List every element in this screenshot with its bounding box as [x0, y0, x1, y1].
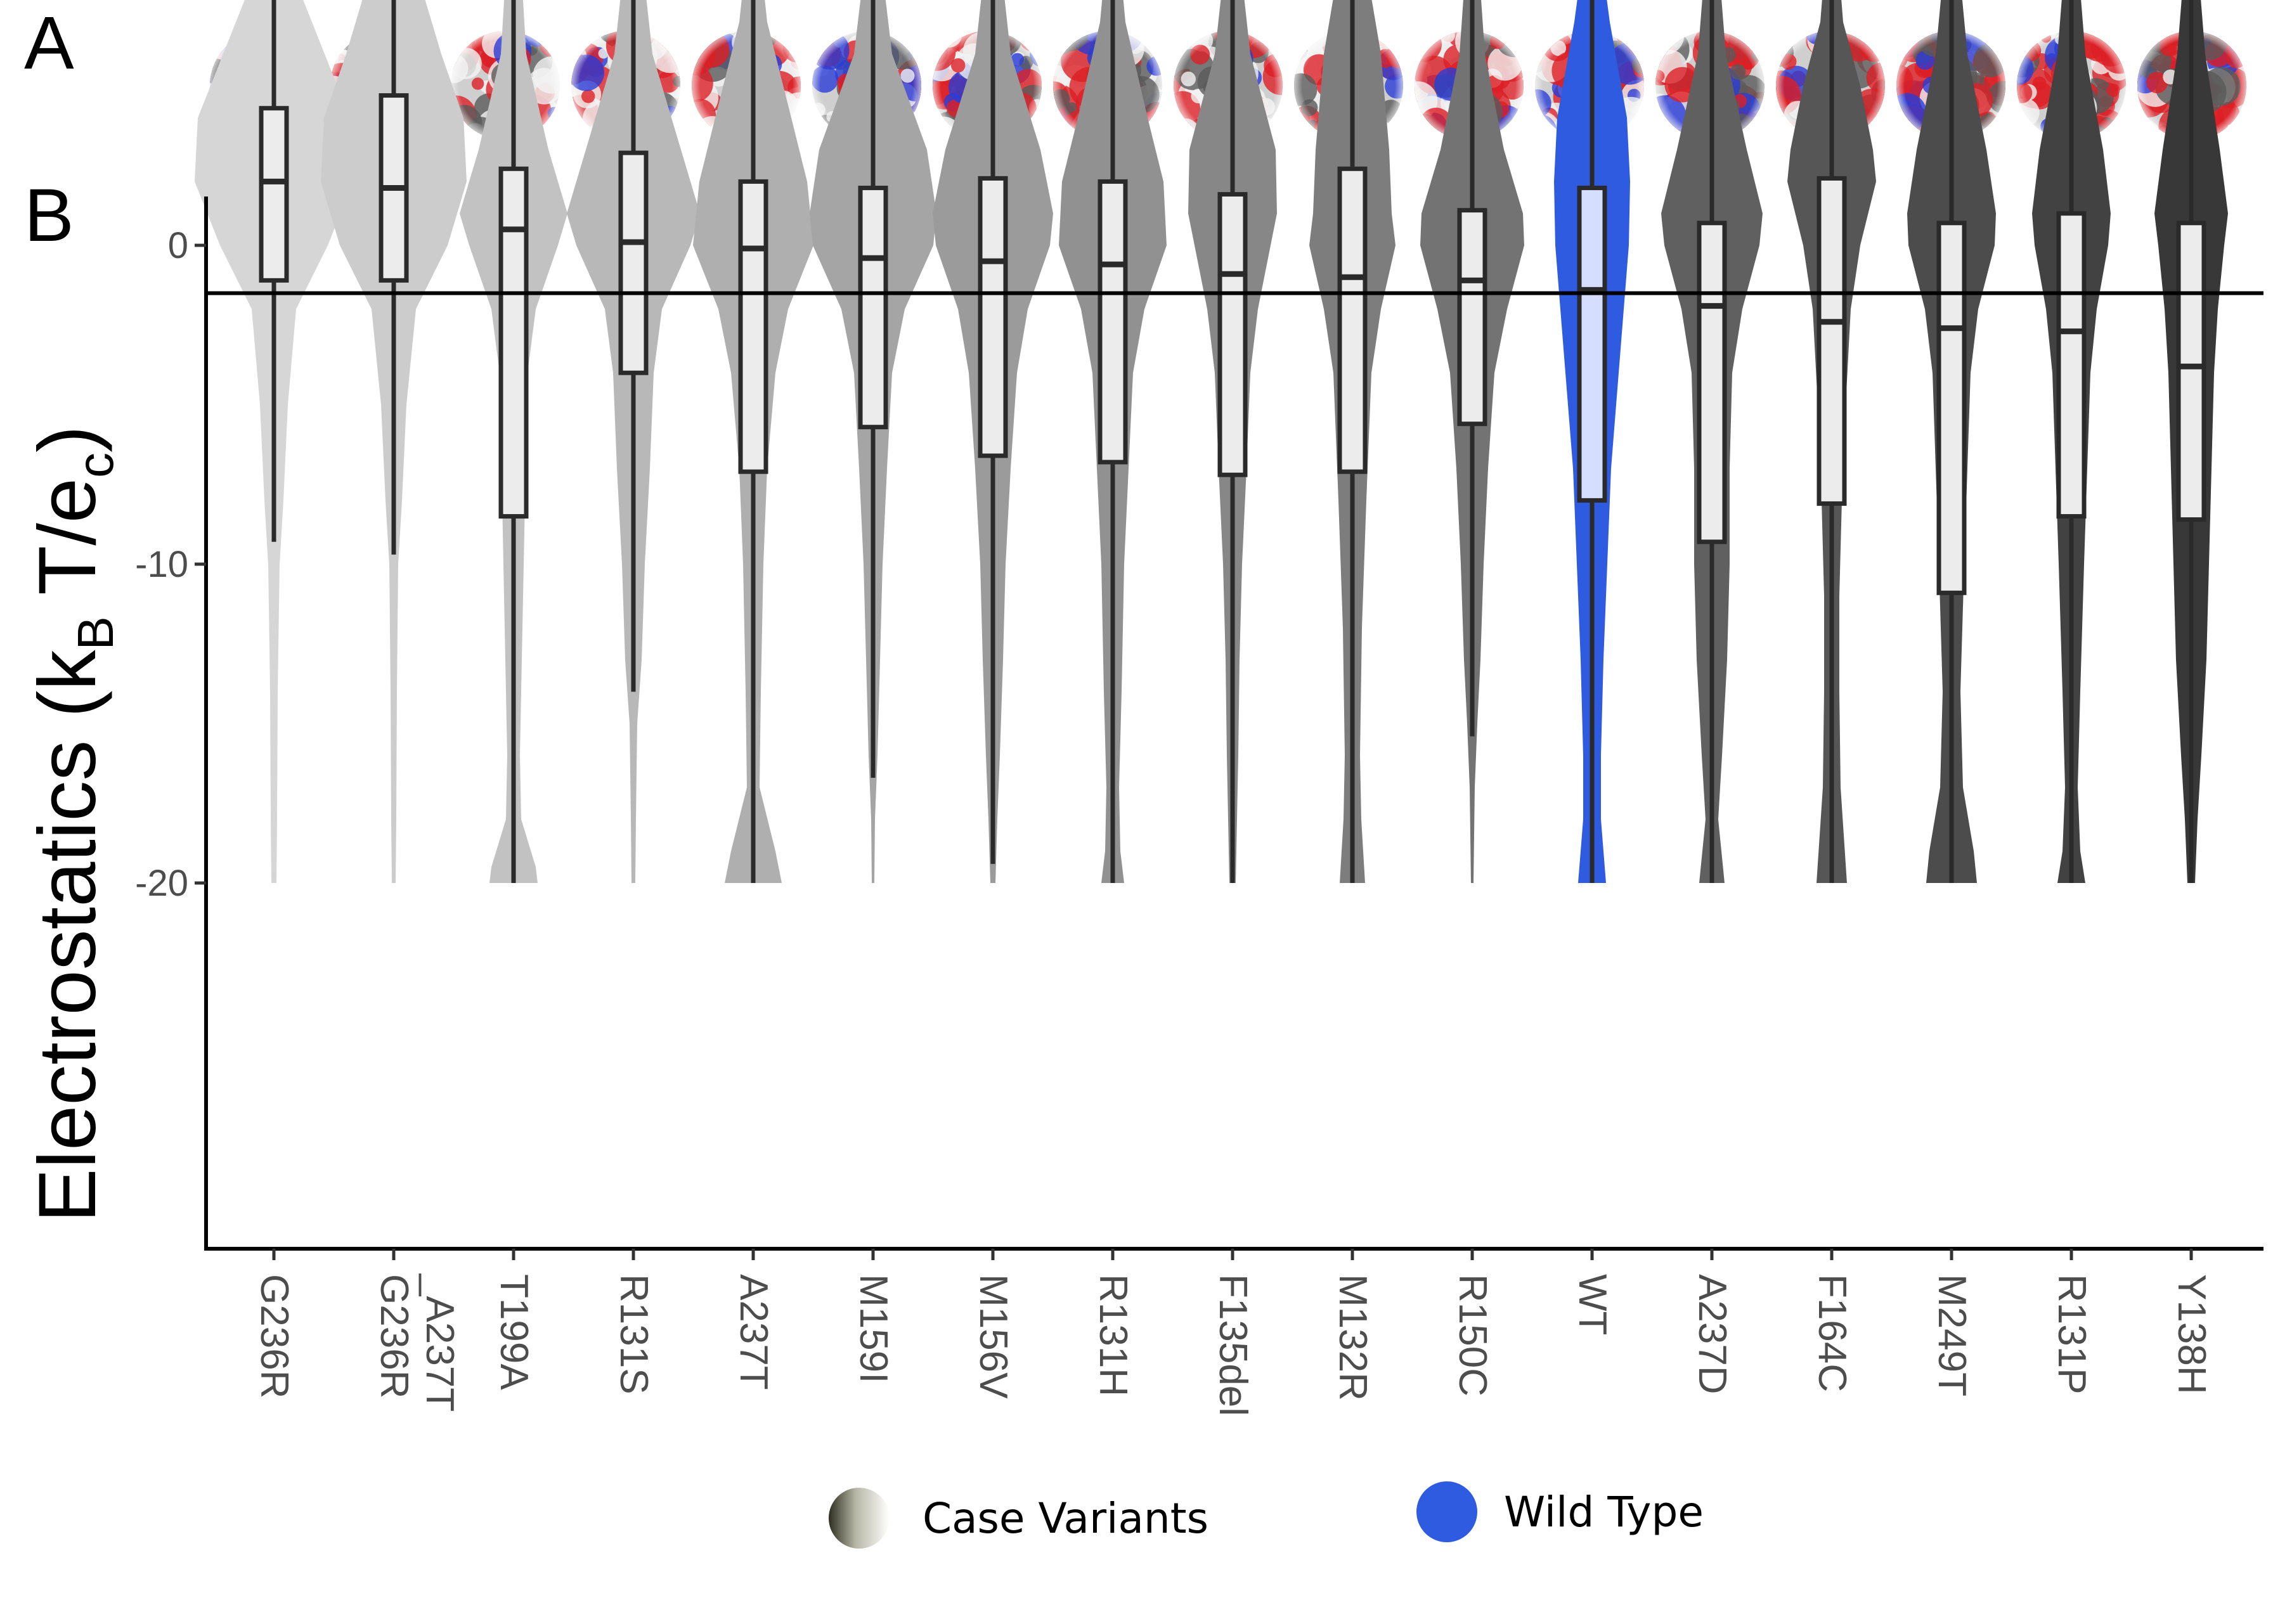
category-label-g236r-a237t-line2: _A237T [418, 1273, 462, 1412]
y-tick-label: -20 [135, 863, 188, 904]
y-axis-title-main: Electrostatics (k [22, 649, 113, 1222]
violin-group-y138h [2154, 0, 2228, 883]
violin-group-m156v [933, 0, 1053, 883]
category-label-r131s: R131S [612, 1274, 656, 1395]
y-axis-title-sub-b: B [67, 616, 124, 650]
category-label-f135del: F135del [1211, 1274, 1255, 1416]
violin-group-wt [1554, 0, 1630, 883]
box-m132r [1337, 166, 1368, 474]
category-label-r131h: R131H [1091, 1274, 1135, 1396]
box-a237t [738, 179, 768, 474]
box-y138h [2176, 221, 2206, 522]
violin-group-g236r-a237t [321, 0, 467, 883]
category-label-a237t: A237T [732, 1274, 775, 1390]
violin-group-a237t [693, 0, 813, 883]
violin-group-m132r [1309, 0, 1396, 883]
category-label-r150c: R150C [1451, 1274, 1494, 1396]
violin-series [195, 0, 2228, 883]
category-label-m132r: M132R [1331, 1274, 1375, 1401]
box-r131h [1098, 179, 1128, 465]
legend: Case Variants Wild Type [829, 1481, 1704, 1549]
category-label-y138h: Y138H [2170, 1274, 2213, 1395]
legend-swatch-case-variants [829, 1488, 890, 1549]
violin-group-r131h [1059, 0, 1167, 883]
legend-label-case-variants: Case Variants [923, 1494, 1208, 1543]
x-category-labels: G236R G236R _A237T T199A R131S A237T M159I M156… [252, 1249, 2213, 1416]
violin-group-m249t [1907, 0, 1996, 883]
y-axis-title-end: ) [22, 425, 113, 453]
y-tick-labels: 100-10-20 [135, 225, 206, 904]
box-wt [1577, 185, 1607, 503]
box-m156v [978, 176, 1008, 458]
violin-group-t199a [460, 0, 567, 883]
category-label-m249t: M249T [1930, 1274, 1974, 1396]
category-label-g236r: G236R [252, 1274, 296, 1398]
category-label-t199a: T199A [492, 1274, 536, 1390]
violin-group-g236r [195, 0, 353, 883]
category-label-r131p: R131P [2050, 1274, 2094, 1395]
panel-label-b: B [24, 174, 74, 257]
category-label-wt: WT [1570, 1274, 1614, 1335]
box-f135del [1217, 192, 1248, 477]
box-r131s [618, 150, 649, 375]
violin-group-r131s [567, 0, 700, 883]
violin-group-r131p [2032, 0, 2111, 883]
y-axis-title-sub-c: c [67, 453, 124, 478]
violin-group-f135del [1188, 0, 1277, 883]
category-label-g236r-a237t-line1: G236R [372, 1274, 416, 1398]
category-label-a237d: A237D [1690, 1274, 1734, 1395]
svg-text:Electrostatics (kB T/ec): Electrostatics (kB T/ec) [22, 425, 124, 1222]
box-r150c [1457, 208, 1487, 427]
y-axis-title: Electrostatics (kB T/ec) [22, 425, 124, 1222]
box-r131p [2056, 211, 2087, 519]
violin-group-r150c [1420, 0, 1524, 883]
category-label-m159i: M159I [852, 1274, 895, 1383]
legend-swatch-wild-type [1416, 1481, 1477, 1542]
y-tick-label: -10 [135, 544, 188, 585]
violin-group-m159i [810, 0, 936, 883]
violin-group-a237d [1661, 0, 1763, 883]
box-a237d [1697, 221, 1727, 545]
box-m249t [1936, 221, 1967, 595]
legend-label-wild-type: Wild Type [1504, 1488, 1704, 1537]
category-label-f164c: F164C [1810, 1274, 1854, 1392]
y-tick-label: 0 [168, 225, 188, 266]
panel-label-a: A [24, 1, 74, 85]
y-axis-title-mid: T/e [22, 478, 113, 616]
box-g236r [259, 106, 289, 283]
violin-group-f164c [1787, 0, 1876, 883]
box-t199a [498, 166, 529, 519]
category-label-m156v: M156V [971, 1274, 1015, 1399]
box-f164c [1816, 176, 1847, 506]
box-m159i [858, 185, 888, 430]
